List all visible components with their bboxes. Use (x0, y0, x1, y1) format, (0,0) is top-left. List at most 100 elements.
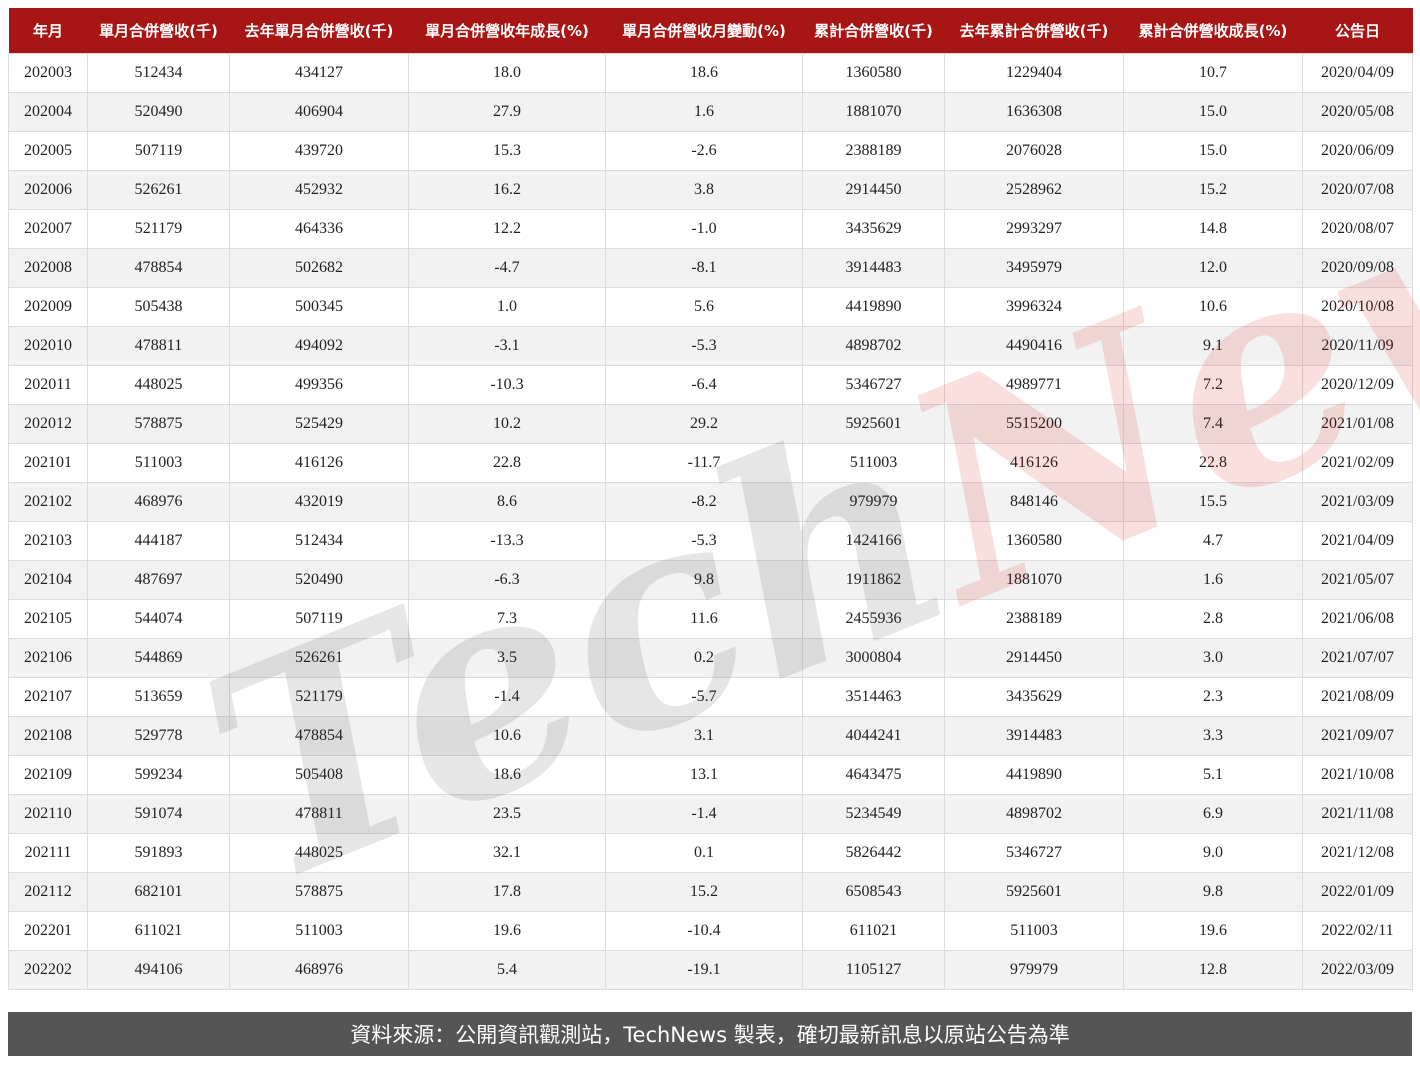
table-cell: 5.6 (605, 287, 803, 327)
table-cell: 500345 (229, 287, 409, 327)
table-cell: -1.4 (605, 794, 803, 834)
table-cell: 1360580 (802, 53, 945, 93)
table-cell: 0.2 (605, 638, 803, 678)
table-cell: 202101 (8, 443, 88, 483)
table-cell: 4419890 (802, 287, 945, 327)
table-cell: 202106 (8, 638, 88, 678)
table-cell: 591074 (87, 794, 230, 834)
table-cell: 6.9 (1123, 794, 1303, 834)
column-header: 累計合併營收(千) (802, 8, 945, 54)
table-cell: 2993297 (944, 209, 1124, 249)
table-cell: 1105127 (802, 950, 945, 990)
table-cell: -5.3 (605, 326, 803, 366)
table-cell: 2021/06/08 (1302, 599, 1413, 639)
table-cell: 1360580 (944, 521, 1124, 561)
table-row: 202110 591074 478811 23.5 -1.4 5234549 4898702… (8, 794, 1413, 834)
table-row: 202007 521179 464336 12.2 -1.0 3435629 2993297… (8, 209, 1413, 249)
table-row: 202011 448025 499356 -10.3 -6.4 5346727 498977… (8, 365, 1413, 405)
table-cell: 5.4 (408, 950, 606, 990)
table-row: 202003 512434 434127 18.0 18.6 1360580 1229404… (8, 53, 1413, 93)
table-cell: 2388189 (802, 131, 945, 171)
table-cell: 2020/09/08 (1302, 248, 1413, 288)
table-cell: 682101 (87, 872, 230, 912)
column-header: 單月合併營收年成長(%) (408, 8, 606, 54)
table-cell: -5.3 (605, 521, 803, 561)
table-cell: 507119 (87, 131, 230, 171)
table-cell: 202201 (8, 911, 88, 951)
table-cell: 521179 (229, 677, 409, 717)
table-cell: -3.1 (408, 326, 606, 366)
table-cell: 10.6 (408, 716, 606, 756)
table-cell: 3514463 (802, 677, 945, 717)
table-cell: 1.6 (605, 92, 803, 132)
table-cell: 2020/11/09 (1302, 326, 1413, 366)
table-cell: 611021 (802, 911, 945, 951)
table-row: 202108 529778 478854 10.6 3.1 4044241 3914483 3… (8, 716, 1413, 756)
table-cell: 4643475 (802, 755, 945, 795)
table-cell: 494106 (87, 950, 230, 990)
table-cell: 478854 (229, 716, 409, 756)
table-cell: 11.6 (605, 599, 803, 639)
table-cell: 3435629 (944, 677, 1124, 717)
table-cell: 27.9 (408, 92, 606, 132)
table-row: 202009 505438 500345 1.0 5.6 4419890 3996324 10… (8, 287, 1413, 327)
table-cell: 1881070 (802, 92, 945, 132)
table-cell: 468976 (229, 950, 409, 990)
table-cell: 5234549 (802, 794, 945, 834)
table-cell: 478811 (87, 326, 230, 366)
table-row: 202102 468976 432019 8.6 -8.2 979979 848146 15.… (8, 482, 1413, 522)
table-cell: 9.1 (1123, 326, 1303, 366)
table-cell: 29.2 (605, 404, 803, 444)
table-cell: 3.8 (605, 170, 803, 210)
table-cell: 13.1 (605, 755, 803, 795)
table-cell: 611021 (87, 911, 230, 951)
table-cell: 468976 (87, 482, 230, 522)
table-cell: 2021/05/07 (1302, 560, 1413, 600)
table-cell: 3435629 (802, 209, 945, 249)
table-cell: 520490 (87, 92, 230, 132)
table-row: 202005 507119 439720 15.3 -2.6 2388189 2076028… (8, 131, 1413, 171)
table-cell: 202109 (8, 755, 88, 795)
table-cell: 511003 (944, 911, 1124, 951)
table-cell: 2020/12/09 (1302, 365, 1413, 405)
table-cell: -13.3 (408, 521, 606, 561)
table-cell: 2020/04/09 (1302, 53, 1413, 93)
table-cell: 2021/02/09 (1302, 443, 1413, 483)
table-cell: 3.5 (408, 638, 606, 678)
table-cell: 2914450 (802, 170, 945, 210)
table-cell: 979979 (802, 482, 945, 522)
table-row: 202112 682101 578875 17.8 15.2 6508543 5925601… (8, 872, 1413, 912)
table-cell: 406904 (229, 92, 409, 132)
table-cell: 3.0 (1123, 638, 1303, 678)
table-cell: 3.3 (1123, 716, 1303, 756)
table-cell: 2.3 (1123, 677, 1303, 717)
table-cell: 5346727 (802, 365, 945, 405)
table-cell: 2021/10/08 (1302, 755, 1413, 795)
table-cell: 202103 (8, 521, 88, 561)
table-cell: 8.6 (408, 482, 606, 522)
table-cell: 505438 (87, 287, 230, 327)
table-cell: 448025 (87, 365, 230, 405)
table-cell: 512434 (87, 53, 230, 93)
table-cell: 23.5 (408, 794, 606, 834)
table-cell: 2022/02/11 (1302, 911, 1413, 951)
table-cell: 1.6 (1123, 560, 1303, 600)
column-header: 累計合併營收成長(%) (1123, 8, 1303, 54)
table-cell: 487697 (87, 560, 230, 600)
table-cell: 15.2 (1123, 170, 1303, 210)
table-row: 202201 611021 511003 19.6 -10.4 611021 511003 1… (8, 911, 1413, 951)
table-cell: 18.6 (408, 755, 606, 795)
table-cell: -8.2 (605, 482, 803, 522)
table-cell: 2020/10/08 (1302, 287, 1413, 327)
table-cell: 3000804 (802, 638, 945, 678)
table-cell: 15.3 (408, 131, 606, 171)
table-cell: 16.2 (408, 170, 606, 210)
table-cell: 7.2 (1123, 365, 1303, 405)
table-cell: 12.8 (1123, 950, 1303, 990)
table-cell: 578875 (87, 404, 230, 444)
table-cell: 512434 (229, 521, 409, 561)
table-cell: 10.7 (1123, 53, 1303, 93)
table-cell: 1424166 (802, 521, 945, 561)
table-cell: 526261 (87, 170, 230, 210)
table-cell: 19.6 (408, 911, 606, 951)
